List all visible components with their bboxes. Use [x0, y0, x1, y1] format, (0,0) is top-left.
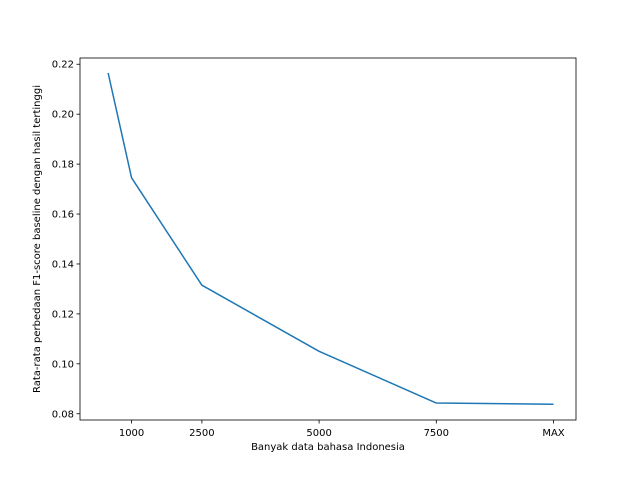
series-line: [107, 72, 554, 406]
y-tick-label: 0.16: [52, 210, 74, 221]
x-tick-label: 2500: [189, 428, 214, 439]
y-tick-label: 0.18: [52, 160, 74, 171]
y-tick-label: 0.12: [52, 309, 74, 320]
y-tick-label: 0.20: [52, 110, 74, 121]
y-tick-label: 0.08: [52, 409, 74, 420]
x-tick-label: MAX: [542, 428, 564, 439]
y-axis-label: Rata-rata perbedaan F1-score baseline de…: [32, 85, 43, 393]
x-tick-label: 1000: [119, 428, 144, 439]
y-tick-label: 0.14: [52, 259, 74, 270]
x-axis-label: Banyak data bahasa Indonesia: [251, 442, 405, 453]
x-axis-ticks: 1000 2500 5000 7500 MAX: [119, 420, 565, 439]
x-tick-label: 7500: [424, 428, 449, 439]
x-tick-label: 5000: [306, 428, 331, 439]
plot-frame: [79, 57, 577, 421]
series-layer: [107, 72, 554, 406]
y-tick-label: 0.10: [52, 359, 74, 370]
y-axis-ticks: 0.08 0.10 0.12 0.14 0.16 0.18 0.20 0.22: [52, 60, 80, 420]
y-tick-label: 0.22: [52, 60, 74, 71]
